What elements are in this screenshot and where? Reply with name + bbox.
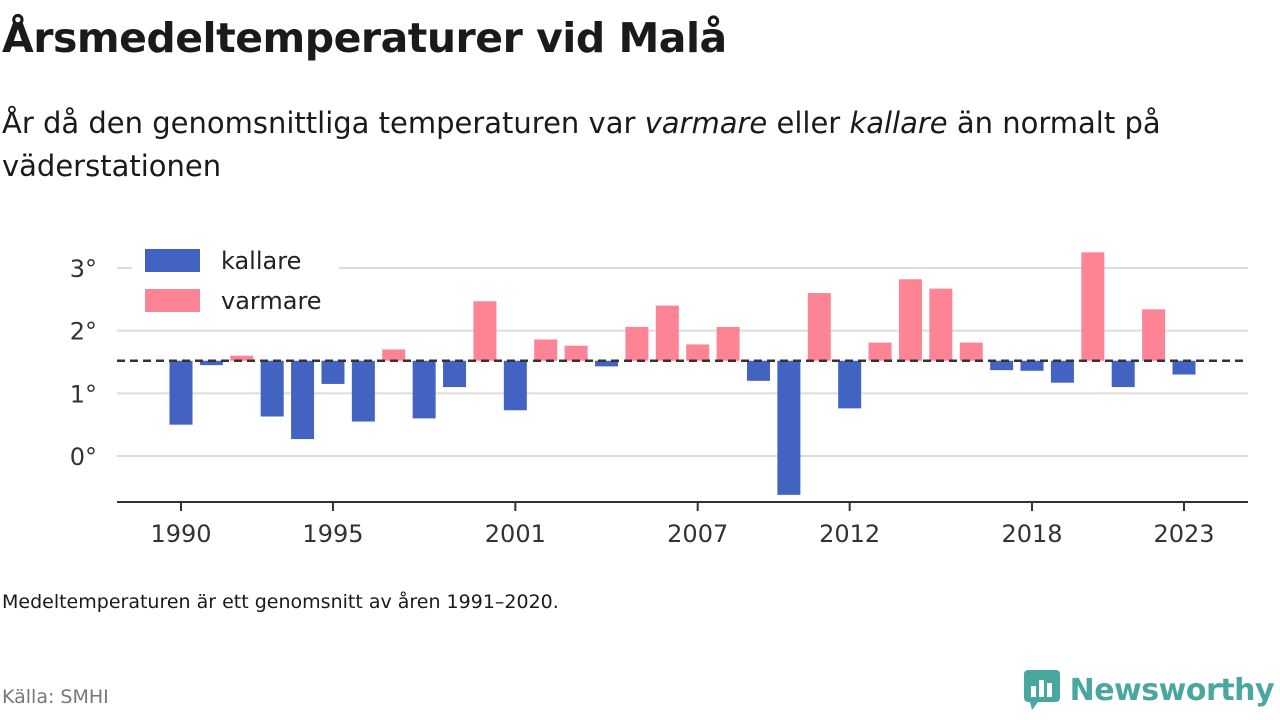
bar-colder	[595, 360, 619, 367]
bar-colder	[1020, 360, 1044, 371]
bar-warmer	[625, 326, 649, 361]
bar-colder	[291, 360, 315, 440]
bar-warmer	[1081, 252, 1105, 361]
bar-warmer	[473, 301, 497, 361]
bar-colder	[321, 360, 345, 384]
bar-warmer	[716, 326, 740, 361]
bar-colder	[169, 360, 193, 425]
bar-warmer	[929, 288, 953, 361]
bar-colder	[1050, 360, 1074, 383]
warm-word: varmare	[644, 106, 768, 140]
source-credit: Källa: SMHI	[2, 686, 109, 708]
bar-warmer	[807, 293, 831, 361]
y-tick-label: 3°	[70, 255, 97, 283]
bar-colder	[1172, 360, 1196, 375]
bar-colder	[412, 360, 436, 419]
bar-warmer	[230, 355, 254, 361]
bar-warmer	[1142, 309, 1166, 361]
bar-warmer	[564, 345, 588, 361]
bar-colder	[777, 360, 801, 495]
newsworthy-logo: Newsworthy	[1023, 670, 1275, 710]
chart-title: Årsmedeltemperaturer vid Malå	[2, 14, 727, 62]
bar-warmer	[686, 344, 710, 361]
bar-warmer	[898, 279, 922, 361]
bar-colder	[351, 360, 375, 422]
bar-warmer	[959, 342, 983, 361]
bar-colder	[746, 360, 770, 381]
axes: 0° 1° 2° 3° 1990 1995 2001 2007 2012 2018 2023	[70, 255, 1248, 548]
newsworthy-logo-icon	[1023, 670, 1060, 710]
x-tick-label: 2001	[485, 520, 546, 548]
bar-warmer	[382, 349, 406, 361]
brand-name: Newsworthy	[1069, 672, 1275, 708]
bar-colder	[838, 360, 862, 409]
footnote: Medeltemperaturen är ett genomsnitt av å…	[2, 591, 559, 613]
bars	[169, 252, 1196, 495]
bar-colder	[260, 360, 284, 417]
bar-colder	[199, 360, 223, 366]
x-tick-label: 2018	[1001, 520, 1062, 548]
x-tick-label: 1990	[150, 520, 211, 548]
legend-label-kallare: kallare	[221, 247, 301, 275]
legend-label-varmare: varmare	[221, 287, 322, 315]
x-tick-label: 1995	[302, 520, 363, 548]
y-tick-label: 1°	[70, 380, 97, 408]
bar-colder	[503, 360, 527, 411]
bar-warmer	[868, 342, 892, 361]
bar-warmer	[655, 305, 679, 361]
y-tick-label: 2°	[70, 318, 97, 346]
legend: kallare varmare	[132, 238, 339, 318]
legend-swatch-kallare	[145, 249, 200, 272]
chart-subtitle: År då den genomsnittliga temperaturen va…	[2, 106, 1161, 183]
x-tick-label: 2007	[667, 520, 728, 548]
bar-colder	[1111, 360, 1135, 388]
legend-swatch-varmare	[145, 289, 200, 312]
bar-colder	[443, 360, 467, 388]
cold-word: kallare	[849, 106, 948, 140]
bar-warmer	[534, 339, 558, 361]
x-tick-label: 2012	[819, 520, 880, 548]
bar-colder	[990, 360, 1014, 371]
y-tick-label: 0°	[70, 443, 97, 471]
x-tick-label: 2023	[1153, 520, 1214, 548]
